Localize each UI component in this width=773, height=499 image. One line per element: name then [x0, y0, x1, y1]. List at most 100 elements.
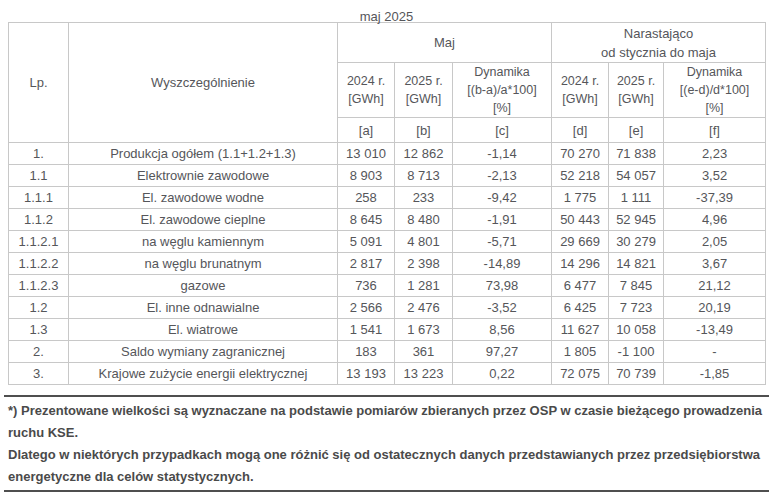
cell-dynamics-ytd: 21,12 — [664, 275, 766, 297]
cell-2024-ytd: 70 270 — [552, 143, 609, 165]
cell-2025-ytd: 7 723 — [609, 297, 664, 319]
cell-dynamics-ytd: -1,85 — [664, 363, 766, 385]
cell-dynamics-may: -9,42 — [453, 187, 552, 209]
cell-2024-ytd: 6 477 — [552, 275, 609, 297]
cell-dynamics-ytd: -13,49 — [664, 319, 766, 341]
cell-name: Elektrownie zawodowe — [69, 165, 338, 187]
footnote: *) Prezentowane wielkości są wyznaczane … — [8, 400, 765, 488]
cell-2025-ytd: 52 945 — [609, 209, 664, 231]
cell-2025-may: 361 — [395, 341, 453, 363]
cell-2024-may: 8 903 — [338, 165, 395, 187]
cell-dynamics-may: -14,89 — [453, 253, 552, 275]
cell-2024-ytd: 1 805 — [552, 341, 609, 363]
cell-dynamics-may: -2,13 — [453, 165, 552, 187]
cell-lp: 2. — [9, 341, 69, 363]
separator-line-bottom — [4, 490, 769, 492]
cell-dynamics-may: -1,14 — [453, 143, 552, 165]
cell-lp: 1.1.2.2 — [9, 253, 69, 275]
table-row: 1.2 El. inne odnawialne 2 566 2 476 -3,5… — [9, 297, 766, 319]
energy-statistics-table: Lp. Wyszczególnienie Maj Narastająco od … — [8, 22, 766, 385]
cell-lp: 1.1.2.1 — [9, 231, 69, 253]
table-row: 1.1.1 El. zawodowe wodne 258 233 -9,42 1… — [9, 187, 766, 209]
col-header-dynamics-ytd: Dynamika [(e-d)/d*100] [%] — [664, 63, 766, 118]
col-header-2024-may: 2024 r. [GWh] — [338, 63, 395, 118]
col-header-wyszczegolnienie: Wyszczególnienie — [69, 23, 338, 143]
col-header-dynamics-may: Dynamika [(b-a)/a*100] [%] — [453, 63, 552, 118]
col-group-maj: Maj — [338, 23, 552, 63]
cell-dynamics-ytd: 3,67 — [664, 253, 766, 275]
cell-2025-ytd: 70 739 — [609, 363, 664, 385]
table-row: 1.3 El. wiatrowe 1 541 1 673 8,56 11 627… — [9, 319, 766, 341]
cell-2024-ytd: 14 296 — [552, 253, 609, 275]
col-letter-f: [f] — [664, 118, 766, 143]
cell-dynamics-ytd: 4,96 — [664, 209, 766, 231]
table-row: 1.1.2.1 na węglu kamiennym 5 091 4 801 -… — [9, 231, 766, 253]
cell-2024-may: 13 010 — [338, 143, 395, 165]
cell-2025-ytd: 1 111 — [609, 187, 664, 209]
footnote-line: *) Prezentowane wielkości są wyznaczane … — [8, 400, 765, 444]
cell-2025-may: 13 223 — [395, 363, 453, 385]
cell-2025-ytd: 54 057 — [609, 165, 664, 187]
cell-dynamics-ytd: - — [664, 341, 766, 363]
cell-2025-may: 1 281 — [395, 275, 453, 297]
table-row: 1.1.2 El. zawodowe cieplne 8 645 8 480 -… — [9, 209, 766, 231]
cell-name: Saldo wymiany zagranicznej — [69, 341, 338, 363]
col-letter-c: [c] — [453, 118, 552, 143]
report-title: maj 2025 — [0, 0, 773, 18]
cell-2025-ytd: -1 100 — [609, 341, 664, 363]
cell-2025-may: 2 476 — [395, 297, 453, 319]
cell-name: El. inne odnawialne — [69, 297, 338, 319]
cell-dynamics-ytd: 2,05 — [664, 231, 766, 253]
cell-dynamics-ytd: -37,39 — [664, 187, 766, 209]
cell-2025-may: 8 480 — [395, 209, 453, 231]
cell-name: El. wiatrowe — [69, 319, 338, 341]
group-header-row: Lp. Wyszczególnienie Maj Narastająco od … — [9, 23, 766, 63]
footnote-line: energetyczne dla celów statystycznych. — [8, 466, 765, 488]
cell-lp: 1.3 — [9, 319, 69, 341]
cell-name: gazowe — [69, 275, 338, 297]
separator-line-top — [4, 395, 769, 397]
table-body: 1. Produkcja ogółem (1.1+1.2+1.3) 13 010… — [9, 143, 766, 385]
cell-2024-ytd: 72 075 — [552, 363, 609, 385]
col-header-2025-ytd: 2025 r. [GWh] — [609, 63, 664, 118]
cell-2025-ytd: 10 058 — [609, 319, 664, 341]
report-page: maj 2025 Lp. Wyszczególnienie Maj Narast… — [0, 0, 773, 499]
table-row: 1.1.2.3 gazowe 736 1 281 73,98 6 477 7 8… — [9, 275, 766, 297]
cell-dynamics-may: -1,91 — [453, 209, 552, 231]
cell-2025-ytd: 14 821 — [609, 253, 664, 275]
cell-2025-may: 233 — [395, 187, 453, 209]
cell-2024-may: 258 — [338, 187, 395, 209]
col-group-narastajaco: Narastająco od stycznia do maja — [552, 23, 766, 63]
cell-name: na węglu kamiennym — [69, 231, 338, 253]
cell-2025-ytd: 30 279 — [609, 231, 664, 253]
cell-name: Krajowe zużycie energii elektrycznej — [69, 363, 338, 385]
table-header: Lp. Wyszczególnienie Maj Narastająco od … — [9, 23, 766, 143]
cell-lp: 3. — [9, 363, 69, 385]
cell-dynamics-ytd: 20,19 — [664, 297, 766, 319]
cell-2025-may: 4 801 — [395, 231, 453, 253]
cell-2024-may: 5 091 — [338, 231, 395, 253]
col-header-2024-ytd: 2024 r. [GWh] — [552, 63, 609, 118]
cell-name: na węglu brunatnym — [69, 253, 338, 275]
col-letter-a: [a] — [338, 118, 395, 143]
cell-2024-ytd: 50 443 — [552, 209, 609, 231]
cell-2024-ytd: 52 218 — [552, 165, 609, 187]
table-row: 3. Krajowe zużycie energii elektrycznej … — [9, 363, 766, 385]
cell-dynamics-ytd: 3,52 — [664, 165, 766, 187]
cell-2025-ytd: 7 845 — [609, 275, 664, 297]
cell-2024-may: 183 — [338, 341, 395, 363]
cell-dynamics-may: -3,52 — [453, 297, 552, 319]
cell-2025-ytd: 71 838 — [609, 143, 664, 165]
cell-2024-may: 1 541 — [338, 319, 395, 341]
cell-2024-may: 8 645 — [338, 209, 395, 231]
cell-2024-may: 2 817 — [338, 253, 395, 275]
table-row: 1.1 Elektrownie zawodowe 8 903 8 713 -2,… — [9, 165, 766, 187]
table-row: 1. Produkcja ogółem (1.1+1.2+1.3) 13 010… — [9, 143, 766, 165]
col-letter-e: [e] — [609, 118, 664, 143]
cell-2025-may: 12 862 — [395, 143, 453, 165]
cell-dynamics-may: 73,98 — [453, 275, 552, 297]
cell-name: El. zawodowe wodne — [69, 187, 338, 209]
cell-lp: 1.2 — [9, 297, 69, 319]
cell-2025-may: 2 398 — [395, 253, 453, 275]
cell-2025-may: 1 673 — [395, 319, 453, 341]
